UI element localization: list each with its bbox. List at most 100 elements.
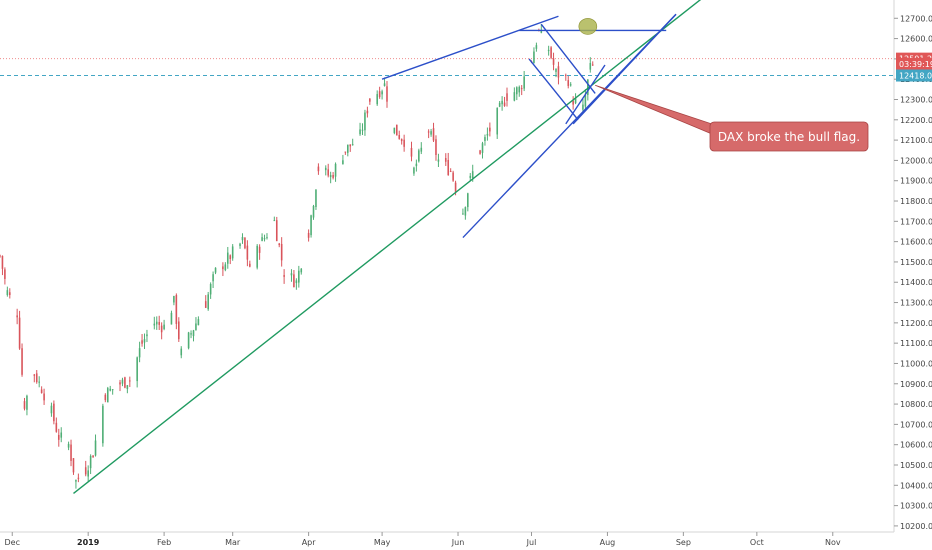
candle-body [364, 112, 366, 131]
candle-body [195, 323, 197, 331]
candle-body [77, 477, 80, 479]
candle-body [153, 323, 156, 326]
candle-body [192, 330, 195, 337]
candle-body [293, 274, 295, 288]
candle-body [591, 64, 594, 66]
candle-body [564, 74, 567, 76]
price-tick-label: 11000.00 [900, 359, 932, 368]
flag-left-line[interactable] [528, 58, 579, 121]
candle-body [481, 143, 484, 153]
time-tick-label: Feb [157, 538, 171, 547]
flag-bottom-line[interactable] [572, 13, 677, 125]
price-tick-label: 11900.00 [900, 177, 932, 186]
candle-body [523, 76, 525, 89]
candle-body [70, 444, 72, 461]
candle-body [92, 455, 94, 458]
price-tick-label: 11200.00 [900, 319, 932, 328]
candle-body [94, 440, 97, 456]
price-tick-label: 10800.00 [900, 400, 932, 409]
support-line-segment[interactable] [565, 64, 606, 125]
candle-body [420, 147, 423, 152]
candle-body [170, 312, 173, 325]
price-tick-label: 10700.00 [900, 420, 932, 429]
price-tick-label: 11300.00 [900, 299, 932, 308]
long-term-trendline[interactable] [73, 0, 710, 494]
annotation-layer[interactable]: DAX broke the bull flag. [595, 84, 869, 152]
candle-body [324, 167, 327, 171]
drawings-layer[interactable] [73, 0, 710, 494]
candle-body [26, 395, 28, 410]
candle-body [347, 144, 349, 153]
highlight-marker [578, 18, 598, 35]
candle-body [222, 266, 224, 270]
price-tick-label: 10500.00 [900, 461, 932, 470]
candle-body [547, 49, 550, 52]
annotation-box[interactable] [709, 121, 869, 152]
candle-body [207, 294, 209, 310]
candle-body [572, 100, 574, 105]
candle-body [467, 193, 469, 208]
time-tick-label: Jul [526, 538, 537, 547]
candle-body [569, 84, 572, 86]
candle-body [359, 129, 361, 135]
time-axis[interactable]: Dec 2019 Feb Mar Apr May Jun Jul Aug Sep Oct Nov [5, 532, 841, 547]
candle-body [369, 98, 371, 102]
candle-body [310, 215, 312, 236]
candle-body [582, 104, 584, 110]
time-tick-label: Apr [302, 538, 317, 547]
candle-body [471, 171, 474, 179]
candle-body [231, 246, 234, 259]
candle-body [224, 264, 227, 271]
wedge-upper-line[interactable] [381, 15, 559, 80]
candle-body [366, 110, 369, 114]
flag-right-line[interactable] [540, 23, 596, 94]
candle-body [295, 280, 298, 284]
candle-body [57, 434, 60, 440]
candle-body [496, 107, 499, 135]
price-tick-label: 11100.00 [900, 339, 932, 348]
candle-body [143, 339, 146, 343]
price-tick-label: 11500.00 [900, 258, 932, 267]
time-tick-label: Mar [225, 538, 241, 547]
candlestick-series[interactable] [0, 23, 594, 489]
candle-body [469, 175, 472, 178]
candle-body [136, 357, 138, 382]
candle-body [121, 379, 124, 384]
candle-body [0, 255, 1, 257]
candle-body [212, 274, 214, 282]
candle-body [33, 374, 36, 376]
candle-body [106, 388, 109, 403]
candle-body [503, 102, 506, 106]
candle-body [249, 263, 251, 267]
candle-body [280, 243, 283, 261]
price-tick-label: 11600.00 [900, 238, 932, 247]
candle-body [381, 91, 383, 95]
time-tick-label: Dec [5, 538, 20, 547]
candle-body [574, 98, 577, 104]
candle-body [104, 394, 107, 401]
candle-body [376, 94, 378, 105]
candle-body [383, 83, 386, 86]
candle-body [67, 443, 70, 448]
candle-body [415, 163, 418, 167]
price-tick-label: 10900.00 [900, 380, 932, 389]
candle-body [533, 51, 535, 64]
candle-body [342, 160, 344, 165]
time-tick-label: Sep [676, 538, 691, 547]
candle-body [506, 93, 508, 101]
candle-body [226, 252, 229, 264]
price-tick-label: 11800.00 [900, 197, 932, 206]
price-tick-label: 12700.00 [900, 14, 932, 23]
price-tick-label: 11400.00 [900, 278, 932, 287]
candle-body [229, 255, 232, 260]
candle-body [290, 273, 293, 276]
candle-body [178, 321, 180, 340]
candle-body [334, 163, 337, 177]
candle-body [187, 332, 190, 349]
price-tick-label: 10400.00 [900, 481, 932, 490]
candle-body [398, 135, 401, 139]
candle-body [484, 137, 486, 141]
